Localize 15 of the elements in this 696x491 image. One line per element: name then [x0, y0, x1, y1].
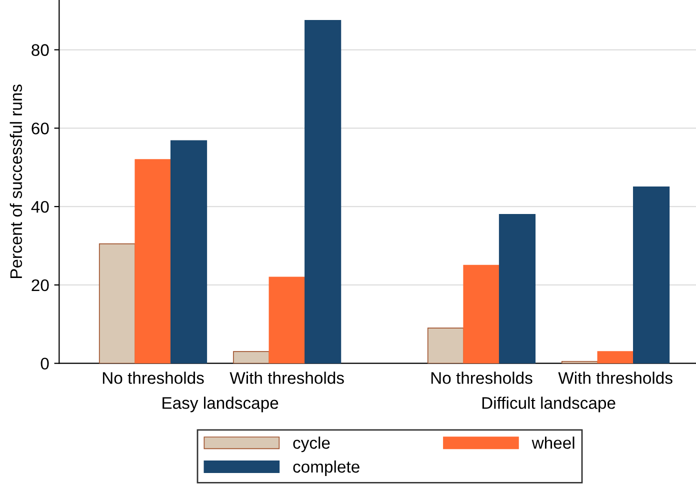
y-tick-label: 0 [40, 358, 49, 370]
y-tick-label: 40 [31, 200, 49, 213]
text: Difficult landscape [482, 396, 616, 412]
x-tick-label: With thresholds [230, 372, 344, 384]
legend-label: cycle [293, 436, 330, 452]
y-tick-label: 80 [32, 44, 49, 56]
x-tick-label: No thresholds [431, 372, 532, 384]
legend-label: complete [293, 460, 360, 476]
y-tick-label: 20 [32, 279, 49, 292]
x-tick-label: With thresholds [558, 372, 672, 384]
text: Easy landscape [162, 396, 278, 412]
y-tick-label: 60 [32, 122, 49, 134]
x-tick-label: No thresholds [102, 372, 204, 384]
y-axis-title: Percent of successful runs [10, 84, 22, 278]
legend-label: wheel [532, 436, 574, 449]
